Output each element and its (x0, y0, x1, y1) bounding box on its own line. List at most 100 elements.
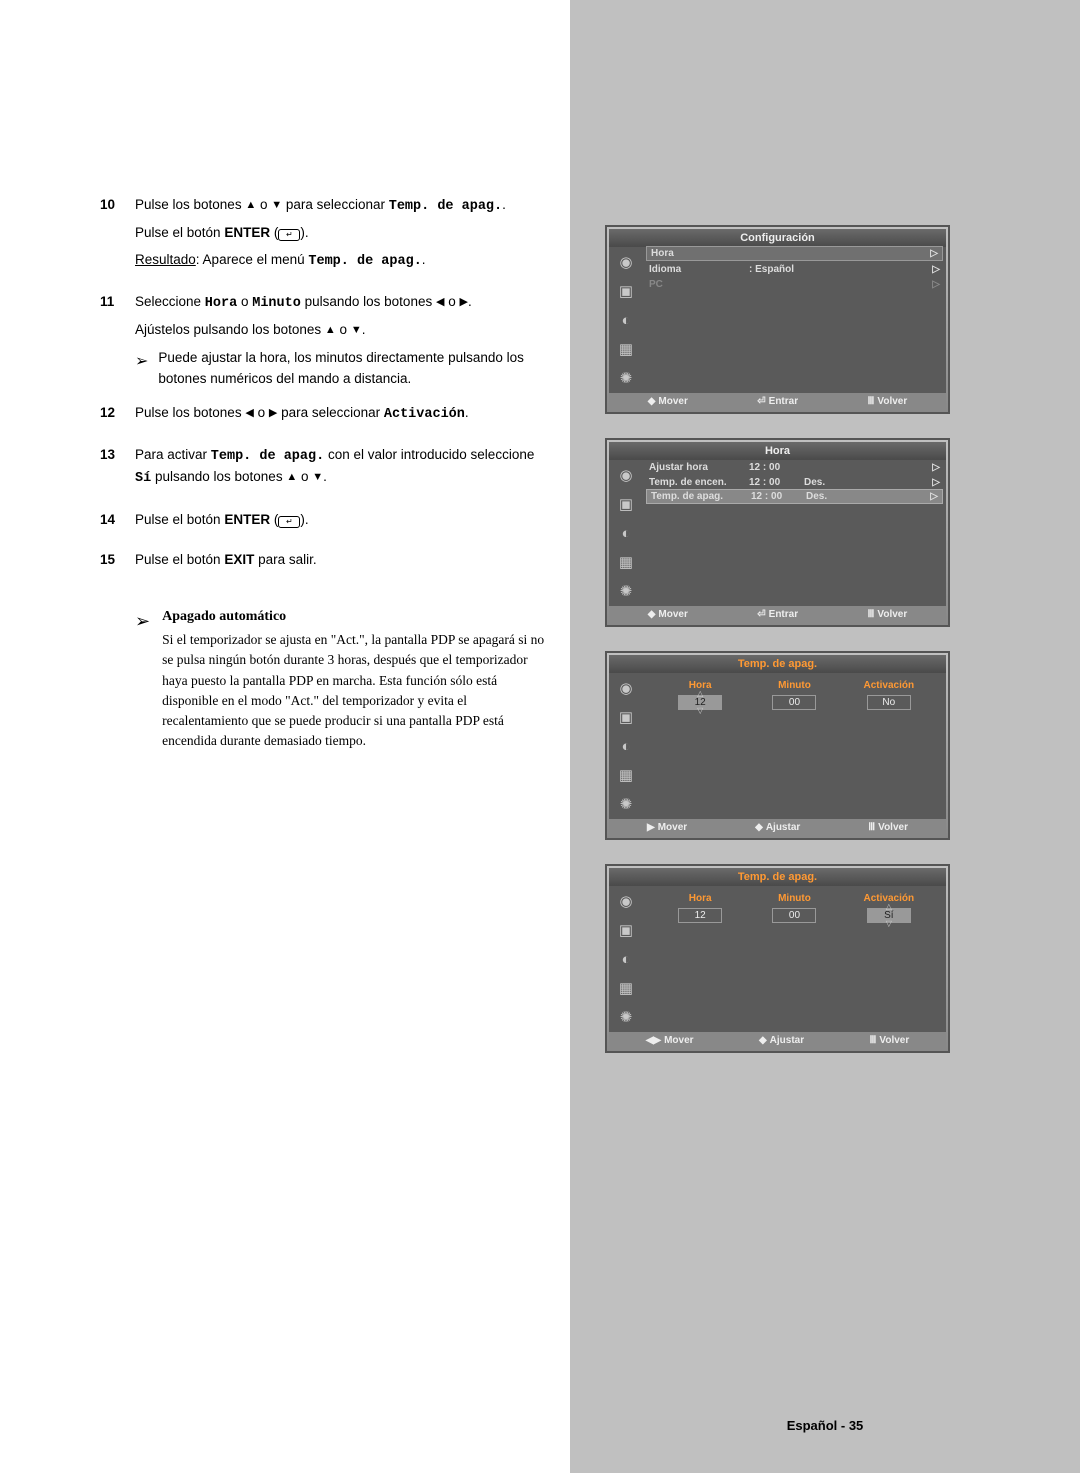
osd-frame: Temp. de apag. ◉ ▣ ◐ ▦ ✺ Hora Minuto (605, 651, 950, 840)
setup-icon: ▦ (614, 977, 638, 999)
page: 10 Pulse los botones ▲ o ▼ para seleccio… (0, 0, 1080, 1473)
osd-frame: Configuración ◉ ▣ ◐ ▦ ✺ Hora ▷ (605, 225, 950, 414)
osd-row-pc: PC ▷ (643, 277, 946, 292)
osd-hora: Hora ◉ ▣ ◐ ▦ ✺ Ajustar hora 12 : 00 ▷ (605, 438, 950, 627)
instructions-column: 10 Pulse los botones ▲ o ▼ para seleccio… (0, 0, 570, 1473)
picture-icon: ◉ (614, 677, 638, 699)
value: 00 (789, 910, 800, 921)
foot-mover: ▶ Mover (647, 822, 687, 833)
menu-name: Temp. de apag. (389, 199, 502, 214)
foot-volver: Ⅲ Volver (868, 396, 908, 407)
channel-icon: ◐ (614, 522, 638, 544)
row-value: Des. (806, 491, 846, 502)
text: : Aparece el menú (196, 252, 309, 267)
text: o (301, 469, 312, 484)
text: Ajústelos pulsando los botones (135, 322, 325, 337)
button-name: ENTER (224, 225, 270, 240)
enter-icon: ⏎ (757, 396, 765, 407)
up-arrow-icon: ▲ (325, 324, 336, 336)
foot-label: Mover (658, 396, 687, 407)
val-minuto: 00 (772, 908, 816, 923)
col-minuto: Minuto (759, 893, 829, 904)
osd-row-apag: Temp. de apag. 12 : 00 Des. ▷ (647, 490, 942, 503)
osd-title: Configuración (609, 229, 946, 247)
enter-icon: ↵ (278, 229, 300, 241)
step-body: Pulse los botones ◀ o ▶ para seleccionar… (135, 403, 550, 431)
foot-label: Entrar (769, 609, 798, 620)
down-caret-icon: ▽ (868, 917, 910, 931)
osd-title: Hora (609, 442, 946, 460)
text: Pulse el botón (135, 552, 224, 567)
input-icon: ✺ (614, 367, 638, 389)
row-label: Temp. de encen. (649, 477, 749, 488)
text: pulsando los botones (305, 294, 436, 309)
button-name: EXIT (224, 552, 254, 567)
input-icon: ✺ (614, 793, 638, 815)
row-label: PC (649, 279, 749, 290)
text: Seleccione (135, 294, 205, 309)
foot-entrar: ⏎ Entrar (757, 609, 798, 620)
text: o (260, 197, 271, 212)
row-arrow-icon: ▷ (932, 462, 940, 473)
setup-icon: ▦ (614, 338, 638, 360)
step-12: 12 Pulse los botones ◀ o ▶ para seleccio… (100, 403, 550, 431)
foot-label: Mover (658, 609, 687, 620)
tap-values: 12 00 △ Sí ▽ (643, 908, 946, 925)
picture-icon: ◉ (614, 251, 638, 273)
sound-icon: ▣ (614, 493, 638, 515)
note-arrow-icon: ➢ (135, 350, 148, 389)
option-name: Hora (205, 296, 237, 311)
text: pulsando los botones (155, 469, 286, 484)
col-minuto: Minuto (759, 680, 829, 691)
step-body: Pulse el botón EXIT para salir. (135, 550, 550, 576)
osd-title: Temp. de apag. (609, 868, 946, 886)
row-label: Hora (651, 248, 751, 259)
back-icon: Ⅲ (868, 396, 875, 407)
right-icon: ▶ (647, 822, 655, 833)
row-arrow-icon: ▷ (930, 248, 938, 259)
row-value: 12 : 00 (749, 477, 804, 488)
row-label: Idioma (649, 264, 749, 275)
foot-ajustar: ◆ Ajustar (759, 1035, 804, 1046)
down-arrow-icon: ▼ (312, 471, 323, 483)
auto-off-body: Si el temporizador se ajusta en "Act.", … (162, 630, 550, 752)
col-activacion: Activación (854, 680, 924, 691)
down-arrow-icon: ▼ (271, 199, 282, 211)
osd-inner: ◉ ▣ ◐ ▦ ✺ Hora ▷ Idioma : Español (609, 247, 946, 393)
foot-label: Mover (664, 1035, 693, 1046)
step-number: 10 (100, 195, 135, 278)
setup-icon: ▦ (614, 551, 638, 573)
screenshots-column: Configuración ◉ ▣ ◐ ▦ ✺ Hora ▷ (570, 0, 1080, 1473)
row-arrow-icon: ▷ (932, 477, 940, 488)
osd-temp-apag-1: Temp. de apag. ◉ ▣ ◐ ▦ ✺ Hora Minuto (605, 651, 950, 840)
osd-spacer (643, 929, 946, 1015)
auto-off-content: Apagado automático Si el temporizador se… (162, 606, 550, 752)
leftright-icon: ◀▶ (646, 1035, 661, 1046)
row-arrow-icon: ▷ (932, 279, 940, 290)
up-arrow-icon: ▲ (286, 471, 297, 483)
val-minuto: 00 (772, 695, 816, 710)
text: para seleccionar (286, 197, 389, 212)
value: 12 (695, 910, 706, 921)
menu-name: Temp. de apag. (308, 254, 421, 269)
text: o (241, 294, 252, 309)
step-number: 12 (100, 403, 135, 431)
note-arrow-icon: ➢ (135, 608, 150, 752)
val-hora: 12 (678, 908, 722, 923)
steps-list: 10 Pulse los botones ▲ o ▼ para seleccio… (100, 195, 550, 752)
text: ). (300, 512, 308, 527)
osd-icon-strip: ◉ ▣ ◐ ▦ ✺ (609, 886, 643, 1032)
text: Pulse los botones (135, 197, 245, 212)
tap-wrap: Hora Minuto Activación 12 00 △ Sí ▽ (643, 886, 946, 929)
updown-icon: ◆ (759, 1035, 767, 1046)
right-arrow-icon: ▶ (459, 296, 467, 308)
text: . (468, 294, 472, 309)
text: . (465, 405, 469, 420)
text: . (422, 252, 426, 267)
text: Pulse el botón (135, 512, 224, 527)
enter-icon: ↵ (278, 516, 300, 528)
osd-row-encen: Temp. de encen. 12 : 00 Des. ▷ (643, 475, 946, 490)
osd-row-hora: Hora ▷ (647, 247, 942, 260)
step-11: 11 Seleccione Hora o Minuto pulsando los… (100, 292, 550, 389)
back-icon: Ⅲ (868, 822, 875, 833)
